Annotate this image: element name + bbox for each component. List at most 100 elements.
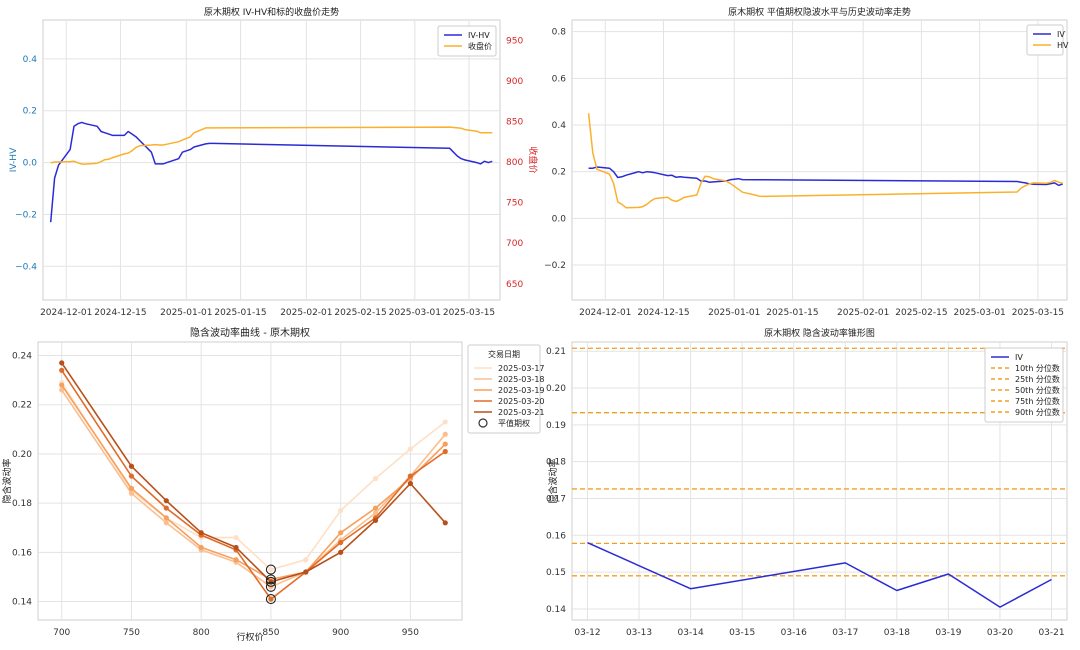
y2-tick-label: 800 [506, 158, 523, 168]
y2-tick-label: 900 [506, 77, 523, 87]
x-tick-label: 03-16 [781, 628, 807, 638]
atm-marker [265, 576, 276, 587]
legend-label: 平值期权 [498, 418, 530, 428]
y-tick-label: 0.17 [546, 494, 566, 504]
x-tick-label: 03-12 [574, 628, 600, 638]
legend-label: IV [1015, 353, 1023, 362]
x-tick-label: 750 [123, 628, 140, 638]
y-tick-label: 0.15 [546, 568, 566, 578]
x-tick-label: 2025-02-01 [280, 308, 332, 318]
legend-label: 90th 分位数 [1015, 407, 1060, 417]
x-tick-label: 2025-03-15 [1012, 308, 1064, 318]
y-tick-label: 0.21 [546, 347, 566, 357]
y-tick-label: 0.16 [546, 531, 566, 541]
chart-title: 原木期权 IV-HV和标的收盘价走势 [204, 6, 339, 18]
legend-label: IV-HV [468, 31, 490, 40]
x-tick-label: 03-13 [626, 628, 652, 638]
y-tick-label: 0.14 [546, 605, 566, 615]
legend-label: 2025-03-19 [498, 386, 545, 395]
data-point [338, 539, 344, 546]
legend-label: 2025-03-21 [498, 408, 545, 417]
y-axis-label: 隐含波动率 [1, 458, 13, 503]
chart-title: 隐含波动率曲线 - 原木期权 [190, 326, 310, 339]
x-tick-label: 2025-02-15 [895, 308, 947, 318]
x-tick-label: 2024-12-15 [637, 308, 689, 318]
y-tick-label: 0.0 [552, 214, 567, 224]
legend-label: IV [1057, 30, 1065, 39]
x-tick-label: 2024-12-15 [94, 308, 146, 318]
y2-axis-label: 收盘价 [527, 146, 539, 173]
legend-box [1026, 24, 1064, 56]
x-tick-label: 2025-01-01 [708, 308, 760, 318]
legend-box [437, 25, 497, 57]
legend-label: 2025-03-18 [498, 375, 545, 384]
legend-box [467, 344, 541, 434]
x-tick-label: 03-14 [678, 628, 704, 638]
data-point [442, 448, 448, 455]
x-tick-label: 03-20 [987, 628, 1013, 638]
x-tick-label: 2025-02-01 [837, 308, 889, 318]
data-point [59, 382, 65, 388]
y-tick-label: −0.2 [544, 261, 566, 271]
legend-label: 75th 分位数 [1015, 396, 1060, 406]
y-tick-label: 0.14 [12, 598, 32, 608]
data-point [233, 534, 239, 541]
data-point [442, 431, 448, 437]
legend-label: HV [1057, 41, 1069, 50]
data-point [407, 480, 413, 487]
data-point [128, 463, 135, 469]
y-tick-label: 0.8 [552, 28, 567, 38]
x-tick-label: 03-21 [1038, 628, 1064, 638]
x-tick-label: 2025-01-01 [160, 308, 212, 318]
y-tick-label: 0.18 [12, 499, 32, 509]
chart-atm-iv-hv: 2024-12-01 2024-12-15 2025-01-01 2025-01-15… [544, 6, 1069, 318]
x-tick-label: 2025-01-15 [214, 308, 266, 318]
data-point [442, 441, 448, 447]
y-axis-label: 隐含波动率 [547, 458, 559, 503]
data-point [338, 530, 344, 536]
legend-marker [478, 418, 488, 428]
x-tick-label: 850 [262, 628, 279, 638]
data-point [233, 557, 239, 563]
data-point [372, 505, 379, 511]
legend-title: 交易日期 [488, 349, 520, 359]
y-tick-label: 0.24 [12, 352, 32, 362]
x-tick-label: 900 [332, 628, 349, 638]
y2-tick-label: 950 [506, 36, 523, 46]
y-tick-label: −0.4 [15, 262, 37, 272]
data-point [128, 473, 135, 479]
atm-marker [265, 564, 276, 575]
y-tick-label: 0.18 [546, 458, 566, 468]
x-tick-label: 2025-02-15 [334, 308, 386, 318]
data-point [407, 446, 413, 452]
legend-label: 收盘价 [468, 41, 492, 51]
data-point [372, 517, 379, 523]
data-point [338, 549, 344, 555]
data-point [442, 520, 448, 526]
data-point [59, 360, 65, 366]
x-tick-label: 2025-03-01 [953, 308, 1005, 318]
legend-label: 25th 分位数 [1015, 374, 1060, 384]
y-tick-label: 0.2 [23, 107, 37, 117]
data-point [59, 387, 65, 393]
chart-title: 原木期权 隐含波动率锥形图 [764, 327, 875, 339]
series-line [587, 113, 1063, 209]
y-tick-label: 0.19 [546, 421, 566, 431]
x-tick-label: 2025-03-01 [389, 308, 441, 318]
chart-title: 原木期权 平值期权隐波水平与历史波动率走势 [728, 6, 911, 18]
y-tick-label: 0.2 [552, 168, 566, 178]
x-tick-label: 03-17 [832, 628, 858, 638]
data-point [198, 530, 204, 536]
atm-marker [265, 581, 276, 592]
y-tick-label: 0.6 [552, 74, 567, 84]
legend-label: 2025-03-17 [498, 364, 545, 373]
data-point [233, 544, 239, 551]
x-tick-label: 950 [402, 628, 419, 638]
y-tick-label: −0.2 [15, 210, 37, 220]
y-tick-label: 0.16 [12, 548, 32, 558]
y2-tick-label: 700 [506, 239, 523, 249]
legend-label: 10th 分位数 [1015, 363, 1060, 373]
x-tick-label: 700 [53, 628, 70, 638]
data-point [407, 473, 413, 479]
legend-box [984, 347, 1064, 423]
